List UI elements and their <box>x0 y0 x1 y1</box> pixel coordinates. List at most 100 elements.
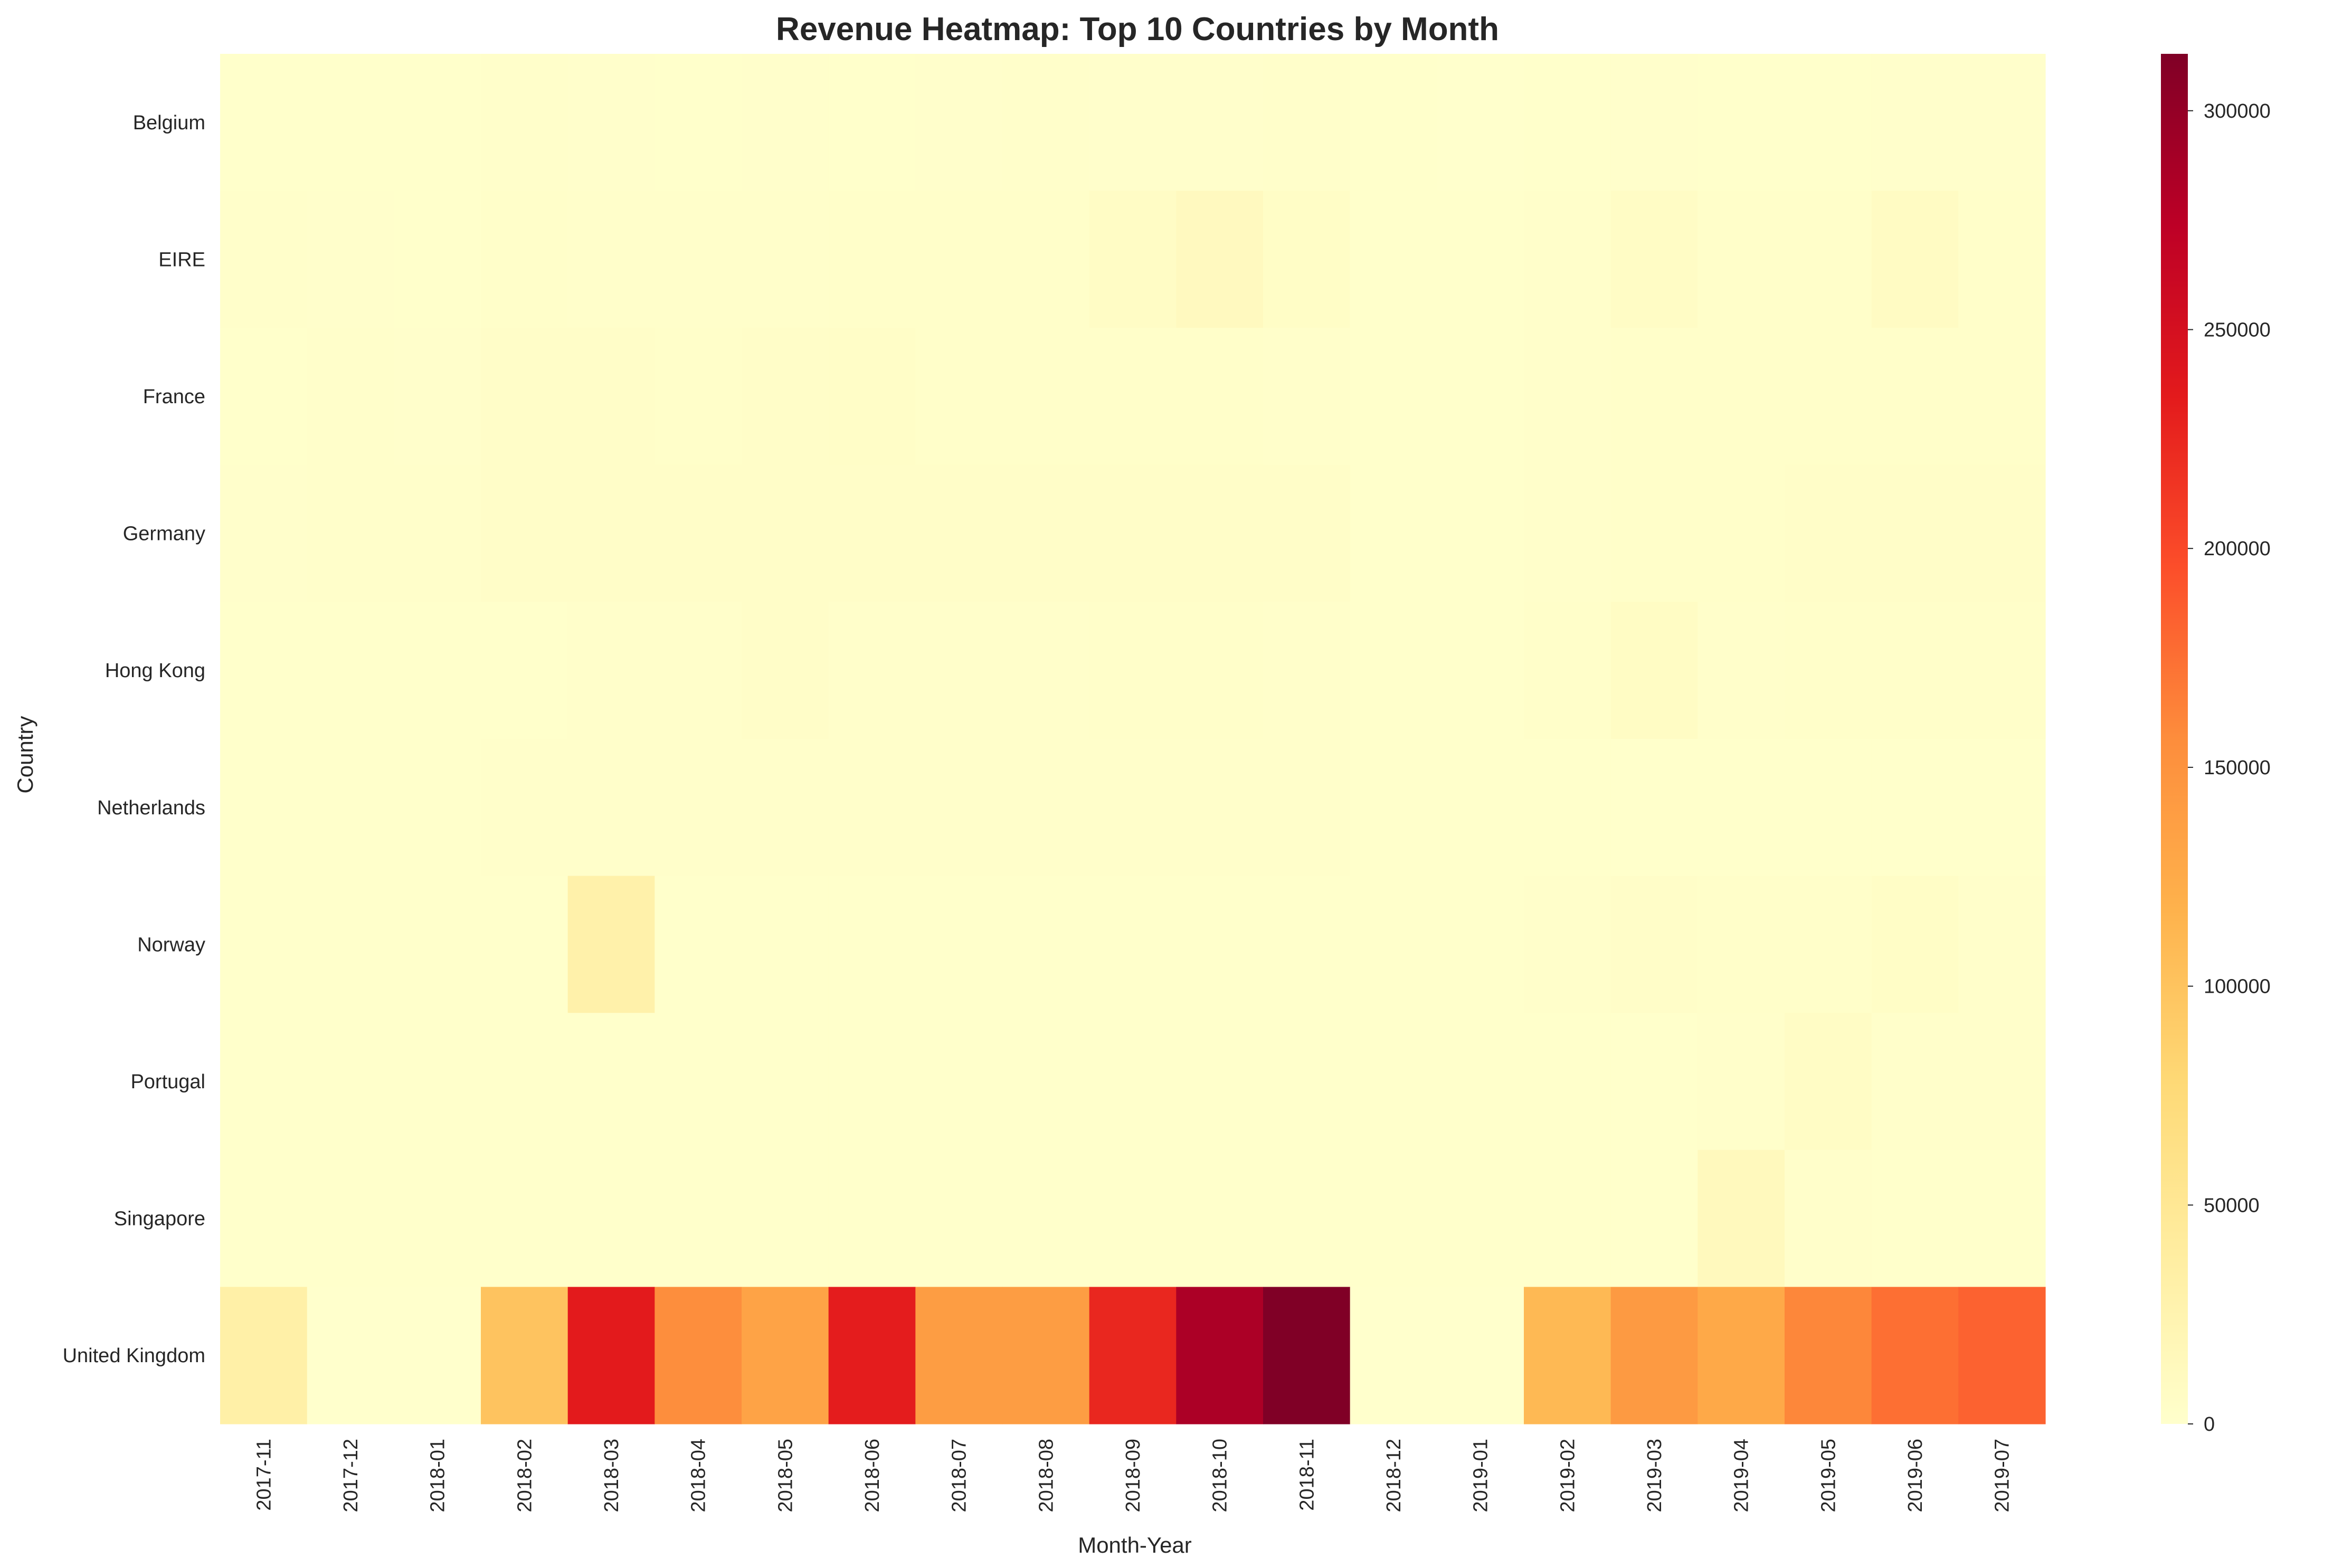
heatmap-cell <box>1610 1149 1698 1287</box>
heatmap-cell <box>655 191 742 328</box>
heatmap-cell <box>394 739 481 877</box>
heatmap-cells <box>220 54 2046 1424</box>
heatmap-cell <box>1350 602 1437 739</box>
heatmap-cell <box>655 1013 742 1151</box>
heatmap-cell <box>1958 876 2046 1013</box>
heatmap-cell <box>307 328 394 465</box>
y-tick-label: Germany <box>123 523 205 545</box>
x-tick-label: 2017-12 <box>340 1439 362 1512</box>
heatmap-cell <box>1785 602 1872 739</box>
heatmap-cell <box>481 1149 568 1287</box>
heatmap-cell <box>1263 602 1351 739</box>
heatmap-cell <box>742 191 829 328</box>
x-tick-label: 2018-08 <box>1035 1439 1057 1512</box>
heatmap-cell <box>1958 739 2046 877</box>
heatmap-cell <box>481 328 568 465</box>
x-tick-label: 2018-11 <box>1296 1439 1318 1511</box>
heatmap-cell <box>1785 328 1872 465</box>
heatmap-cell <box>915 739 1003 877</box>
heatmap-cell <box>1871 328 1959 465</box>
heatmap-cell <box>1437 1149 1524 1287</box>
heatmap-cell <box>1697 739 1785 877</box>
y-tick-label: Hong Kong <box>105 660 205 682</box>
heatmap-cell <box>1610 1287 1698 1424</box>
heatmap-cell <box>307 602 394 739</box>
x-axis-label: Month-Year <box>1078 1533 1192 1557</box>
heatmap-cell <box>1610 1013 1698 1151</box>
heatmap-cell <box>742 464 829 602</box>
heatmap-cell <box>828 54 916 192</box>
heatmap-cell <box>1263 1287 1351 1424</box>
heatmap-cell <box>567 191 655 328</box>
heatmap-cell <box>1176 1149 1264 1287</box>
x-tick-label: 2018-12 <box>1383 1439 1405 1512</box>
x-tick-label: 2018-01 <box>427 1439 449 1512</box>
heatmap-cell <box>1697 1149 1785 1287</box>
heatmap-cell <box>828 328 916 465</box>
heatmap-cell <box>1176 328 1264 465</box>
y-axis-label: Country <box>13 716 37 793</box>
heatmap-cell <box>1958 464 2046 602</box>
heatmap-cell <box>1871 602 1959 739</box>
heatmap-cell <box>1785 739 1872 877</box>
heatmap-cell <box>481 464 568 602</box>
heatmap-cell <box>1263 1149 1351 1287</box>
heatmap-cell <box>1958 1287 2046 1424</box>
heatmap-cell <box>655 328 742 465</box>
heatmap-cell <box>1350 328 1437 465</box>
heatmap-cell <box>915 464 1003 602</box>
heatmap-cell <box>1263 739 1351 877</box>
heatmap-cell <box>1437 54 1524 192</box>
heatmap-cell <box>828 464 916 602</box>
heatmap-cell <box>1350 464 1437 602</box>
heatmap-cell <box>1958 1013 2046 1151</box>
heatmap-cell <box>307 191 394 328</box>
heatmap-cell <box>1958 54 2046 192</box>
x-tick-label: 2019-04 <box>1731 1439 1753 1512</box>
heatmap-cell <box>1871 739 1959 877</box>
heatmap-cell <box>481 876 568 1013</box>
heatmap-cell <box>1871 1287 1959 1424</box>
heatmap-cell <box>1785 54 1872 192</box>
heatmap-cell <box>915 602 1003 739</box>
heatmap-cell <box>1089 54 1177 192</box>
heatmap-cell <box>655 739 742 877</box>
heatmap-cell <box>1958 328 2046 465</box>
heatmap-cell <box>1871 1013 1959 1151</box>
heatmap-cell <box>307 1287 394 1424</box>
heatmap-cell <box>220 602 308 739</box>
heatmap-cell <box>481 1287 568 1424</box>
y-tick-label: EIRE <box>158 249 205 271</box>
y-tick-label: France <box>143 386 205 408</box>
heatmap-cell <box>915 54 1003 192</box>
heatmap-cell <box>1524 464 1611 602</box>
x-tick-label: 2018-02 <box>514 1439 536 1512</box>
heatmap-cell <box>655 602 742 739</box>
heatmap-cell <box>915 191 1003 328</box>
heatmap-cell <box>1437 602 1524 739</box>
heatmap-cell <box>828 602 916 739</box>
heatmap-cell <box>394 54 481 192</box>
colorbar-tick-label: 250000 <box>2204 319 2271 341</box>
heatmap-cell <box>307 464 394 602</box>
heatmap-cell <box>1263 328 1351 465</box>
heatmap-cell <box>742 602 829 739</box>
heatmap-cell <box>1089 328 1177 465</box>
heatmap-cell <box>1871 464 1959 602</box>
heatmap-cell <box>220 54 308 192</box>
heatmap-cell <box>1871 1149 1959 1287</box>
x-tick-label: 2018-05 <box>774 1439 796 1512</box>
heatmap-cell <box>1176 464 1264 602</box>
heatmap-cell <box>220 1149 308 1287</box>
heatmap-cell <box>394 876 481 1013</box>
heatmap-cell <box>1610 739 1698 877</box>
heatmap-cell <box>1524 1149 1611 1287</box>
heatmap-cell <box>394 1149 481 1287</box>
heatmap-cell <box>1002 191 1090 328</box>
heatmap-cell <box>481 1013 568 1151</box>
heatmap-cell <box>1785 1149 1872 1287</box>
heatmap-cell <box>481 602 568 739</box>
heatmap-cell <box>1958 1149 2046 1287</box>
